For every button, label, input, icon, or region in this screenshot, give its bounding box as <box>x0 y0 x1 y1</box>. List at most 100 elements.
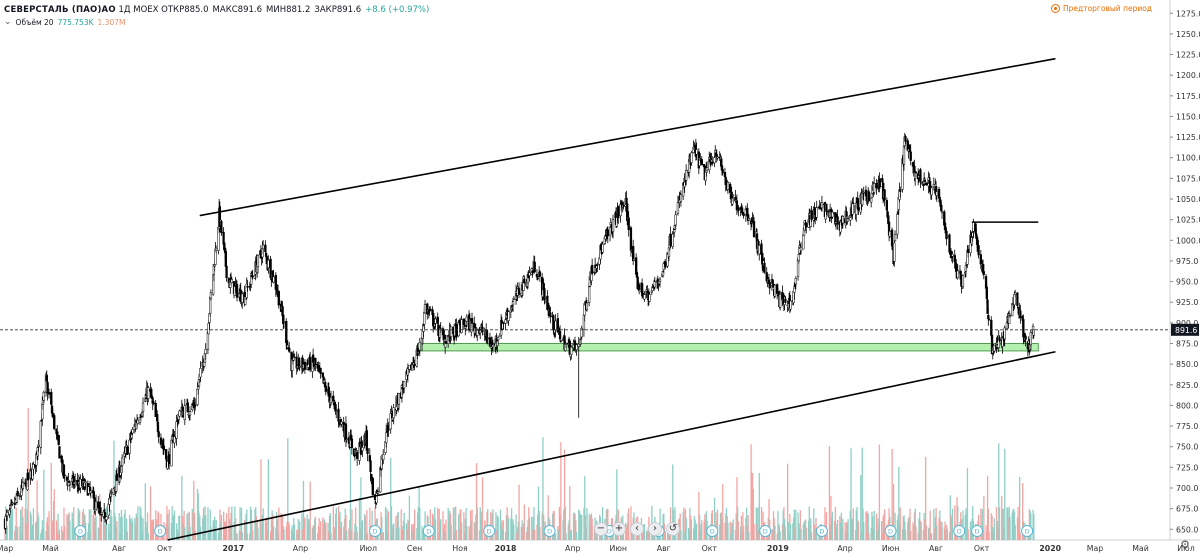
volume-bar <box>93 508 95 540</box>
volume-bar <box>386 508 388 540</box>
y-tick-label: 1225.0 <box>1176 51 1200 60</box>
volume-bar <box>322 517 324 540</box>
candle-body <box>408 364 411 370</box>
volume-bar <box>6 526 8 540</box>
volume-bar <box>443 523 446 540</box>
volume-bar <box>557 526 559 540</box>
volume-bar <box>778 525 781 540</box>
candle-body <box>100 514 103 516</box>
volume-bar <box>996 520 998 540</box>
gear-icon[interactable]: ⚙ <box>1180 538 1190 551</box>
volume-bar <box>439 521 441 540</box>
volume-bar <box>789 524 792 540</box>
volume-bar <box>104 525 106 540</box>
volume-bar <box>533 507 535 540</box>
volume-bar <box>140 508 142 540</box>
volume-bar <box>998 507 1001 540</box>
scroll-right-icon[interactable]: › <box>648 522 662 536</box>
volume-bar <box>826 529 828 540</box>
candle-body <box>429 308 432 311</box>
volume-bar <box>280 513 282 540</box>
volume-bar <box>1009 516 1011 540</box>
volume-bar <box>464 518 467 540</box>
volume-bar <box>534 529 536 540</box>
candle-body <box>376 491 380 494</box>
candle-body <box>1003 327 1006 340</box>
volume-label[interactable]: Объём 20 <box>15 17 54 27</box>
candle-body <box>805 223 808 228</box>
candle-body <box>130 434 133 439</box>
dividend-label: D <box>888 528 893 536</box>
candle-body <box>747 218 750 221</box>
volume-bar <box>291 525 293 540</box>
volume-bar <box>382 532 384 540</box>
volume-bar <box>403 512 405 540</box>
zoom-out-icon[interactable]: − <box>594 522 608 536</box>
symbol-name[interactable]: СЕВЕРСТАЛЬ (ПАО)АО <box>4 5 116 15</box>
volume-bar <box>939 510 941 540</box>
volume-bar <box>777 511 779 540</box>
volume-bar <box>9 506 11 540</box>
candle-body <box>208 313 211 323</box>
prev-period-indicator[interactable]: Предторговый период <box>1051 4 1152 13</box>
y-tick-label: 1175.0 <box>1176 92 1200 101</box>
y-tick-label: 700.0 <box>1176 484 1198 493</box>
volume-bar <box>348 528 350 540</box>
volume-bar <box>167 526 170 540</box>
candle-body <box>250 273 253 285</box>
volume-bar <box>656 533 658 540</box>
interval[interactable]: 1Д <box>118 5 131 15</box>
volume-bar <box>776 533 778 540</box>
zoom-in-icon[interactable]: + <box>612 522 626 536</box>
candle-body <box>700 159 703 166</box>
volume-bar <box>684 509 687 540</box>
scroll-left-icon[interactable]: ‹ <box>630 522 644 536</box>
volume-bar <box>1014 524 1016 540</box>
volume-bar <box>281 514 284 540</box>
volume-bar <box>883 514 885 540</box>
y-tick-label: 675.0 <box>1176 505 1198 514</box>
candle-body <box>128 439 131 454</box>
candle-body <box>896 213 899 235</box>
candle-body <box>881 178 884 183</box>
candle-body <box>679 194 683 202</box>
volume-bar <box>30 515 32 540</box>
volume-bar <box>646 531 649 540</box>
volume-bar <box>108 530 111 540</box>
volume-bar <box>469 529 471 540</box>
volume-bar <box>903 515 905 540</box>
volume-bar <box>563 509 565 540</box>
candle-body <box>136 419 139 424</box>
volume-bar <box>830 495 832 540</box>
volume-bar <box>784 527 787 540</box>
candle-body <box>608 227 612 236</box>
candle-body <box>264 253 268 257</box>
candle-body <box>251 275 254 278</box>
volume-bar <box>732 519 734 540</box>
candle-body <box>986 299 989 314</box>
volume-bar <box>199 515 201 540</box>
volume-bar <box>515 514 517 540</box>
x-tick-label: Окт <box>702 544 718 553</box>
volume-bar <box>243 519 246 540</box>
volume-bar <box>214 526 217 540</box>
reset-chart-icon[interactable]: ↺ <box>666 522 680 536</box>
candle-body <box>63 474 66 476</box>
volume-bar <box>202 507 205 540</box>
candle-body <box>244 296 247 305</box>
volume-bar <box>444 531 446 540</box>
volume-bar <box>337 506 340 540</box>
volume-bar <box>116 521 118 540</box>
volume-bar <box>721 519 723 540</box>
volume-bar <box>285 526 287 540</box>
volume-bar <box>194 530 196 540</box>
volume-bar <box>746 524 749 540</box>
volume-bar <box>231 506 233 540</box>
chevron-down-icon[interactable]: ⌄ <box>4 17 12 27</box>
volume-bar <box>701 520 703 540</box>
candle-body <box>282 321 286 323</box>
volume-bar <box>123 513 126 540</box>
volume-bar <box>612 533 614 540</box>
volume-bar <box>985 525 987 540</box>
